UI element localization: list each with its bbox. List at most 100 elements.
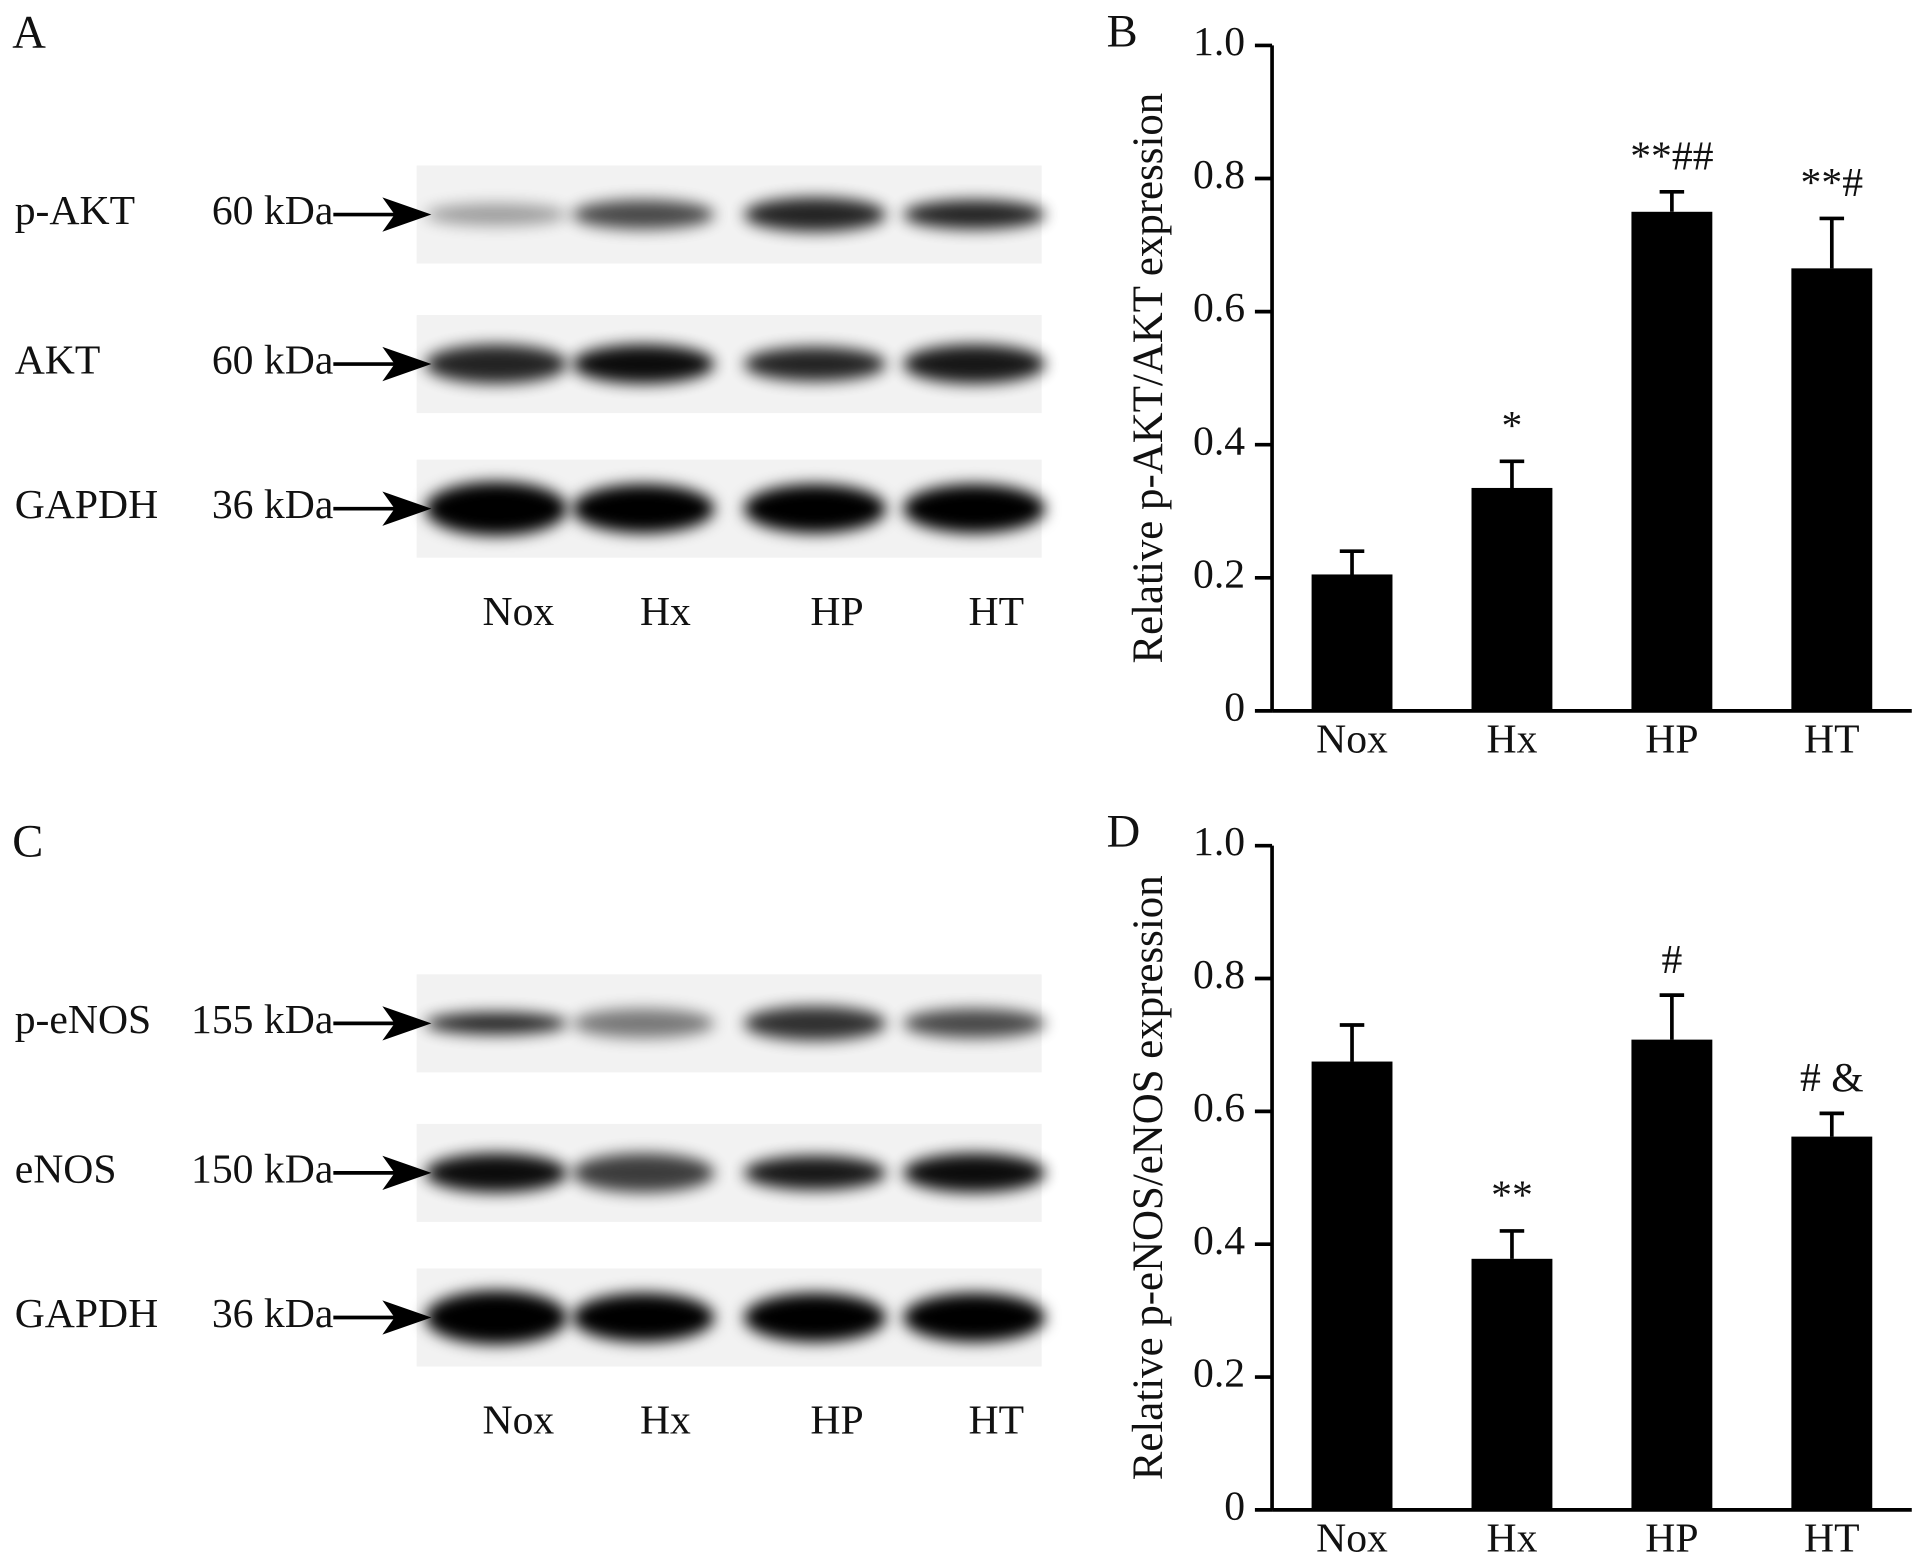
band (903, 484, 1046, 534)
band (903, 199, 1046, 230)
lane-label: HT (969, 589, 1025, 635)
arrow-head (382, 197, 432, 232)
band (572, 344, 715, 384)
size-label: 155 kDa (191, 997, 333, 1043)
y-axis-label: Relative p-eNOS/eNOS expression (1125, 875, 1172, 1480)
band (743, 346, 887, 382)
y-tick-label: 0.4 (1193, 1218, 1245, 1264)
y-tick-label: 0.4 (1193, 418, 1245, 464)
arrow-head (382, 346, 432, 382)
lane-label: Hx (640, 589, 691, 635)
band (572, 1153, 715, 1193)
x-tick-label: HP (1645, 1515, 1698, 1559)
size-label: 60 kDa (212, 338, 333, 384)
band (572, 484, 715, 534)
bar (1311, 1061, 1393, 1510)
band (743, 1006, 887, 1041)
band (425, 344, 568, 384)
size-label: 60 kDa (212, 188, 333, 234)
y-tick-label: 1.0 (1193, 19, 1245, 65)
band (425, 481, 568, 536)
bar (1631, 1039, 1713, 1510)
band (425, 1290, 568, 1345)
error-bar (1819, 216, 1845, 269)
x-tick-label: HT (1804, 716, 1860, 762)
panel-label: D (1107, 807, 1141, 858)
error-bar (1499, 459, 1525, 488)
band (425, 203, 568, 226)
band (903, 1008, 1046, 1039)
band (572, 1008, 715, 1039)
band (425, 1153, 568, 1193)
size-label: 150 kDa (191, 1146, 333, 1192)
y-tick-label: 0 (1224, 1483, 1245, 1529)
x-tick-label: Hx (1486, 1515, 1537, 1559)
y-tick-label: 0.6 (1193, 285, 1245, 331)
bar (1311, 574, 1393, 711)
y-tick-label: 0.2 (1193, 1351, 1245, 1397)
y-tick-label: 0.2 (1193, 551, 1245, 597)
panel-label: B (1107, 6, 1138, 57)
lane-label: HT (969, 1398, 1025, 1444)
bar (1631, 211, 1713, 711)
error-bar (1659, 993, 1685, 1040)
size-label: 36 kDa (212, 482, 333, 528)
protein-label: eNOS (15, 1146, 117, 1192)
x-tick-label: Nox (1316, 716, 1388, 762)
band (743, 1155, 887, 1191)
band (743, 197, 887, 232)
error-bar (1339, 1023, 1365, 1062)
lane-label: Hx (640, 1398, 691, 1444)
x-tick-label: Nox (1316, 1515, 1388, 1559)
y-tick-label: 0.8 (1193, 152, 1245, 198)
y-tick-label: 0.6 (1193, 1085, 1245, 1131)
band (572, 1292, 715, 1343)
error-bar (1819, 1111, 1845, 1137)
significance-label: ** (1491, 1173, 1533, 1219)
error-bar (1339, 549, 1365, 575)
bar (1471, 487, 1553, 711)
band (903, 1153, 1046, 1193)
significance-label: * (1502, 403, 1523, 449)
x-tick-label: Hx (1486, 716, 1537, 762)
y-tick-label: 0.8 (1193, 952, 1245, 998)
x-tick-label: HP (1645, 716, 1698, 762)
size-label: 36 kDa (212, 1291, 333, 1337)
band (903, 344, 1046, 384)
lane-label: HP (810, 1398, 863, 1444)
significance-label: **# (1801, 160, 1864, 206)
arrow-head (382, 1155, 432, 1191)
lane-label: Nox (483, 589, 555, 635)
bar (1791, 268, 1873, 711)
arrow-head (382, 491, 432, 526)
panel-label: A (12, 8, 46, 59)
bar (1471, 1258, 1553, 1510)
significance-label: **## (1630, 134, 1713, 180)
y-tick-label: 1.0 (1193, 819, 1245, 865)
y-axis-label: Relative p-AKT/AKT expression (1125, 93, 1172, 664)
lane-label: Nox (483, 1398, 555, 1444)
protein-label: GAPDH (15, 482, 158, 528)
significance-label: # & (1800, 1055, 1864, 1101)
significance-label: # (1661, 937, 1682, 983)
protein-label: p-AKT (15, 188, 135, 234)
x-tick-label: HT (1804, 1515, 1860, 1559)
band (572, 199, 715, 230)
band (743, 1292, 887, 1343)
lane-label: HP (810, 589, 863, 635)
bar (1791, 1136, 1873, 1510)
band (903, 1292, 1046, 1343)
protein-label: AKT (15, 338, 101, 384)
arrow-head (382, 1006, 432, 1041)
error-bar (1499, 1229, 1525, 1259)
band (425, 1012, 568, 1035)
y-tick-label: 0 (1224, 684, 1245, 730)
arrow-head (382, 1300, 432, 1335)
panel-label: C (12, 816, 43, 867)
band (743, 484, 887, 534)
error-bar (1659, 189, 1685, 212)
protein-label: p-eNOS (15, 997, 152, 1043)
protein-label: GAPDH (15, 1291, 158, 1337)
